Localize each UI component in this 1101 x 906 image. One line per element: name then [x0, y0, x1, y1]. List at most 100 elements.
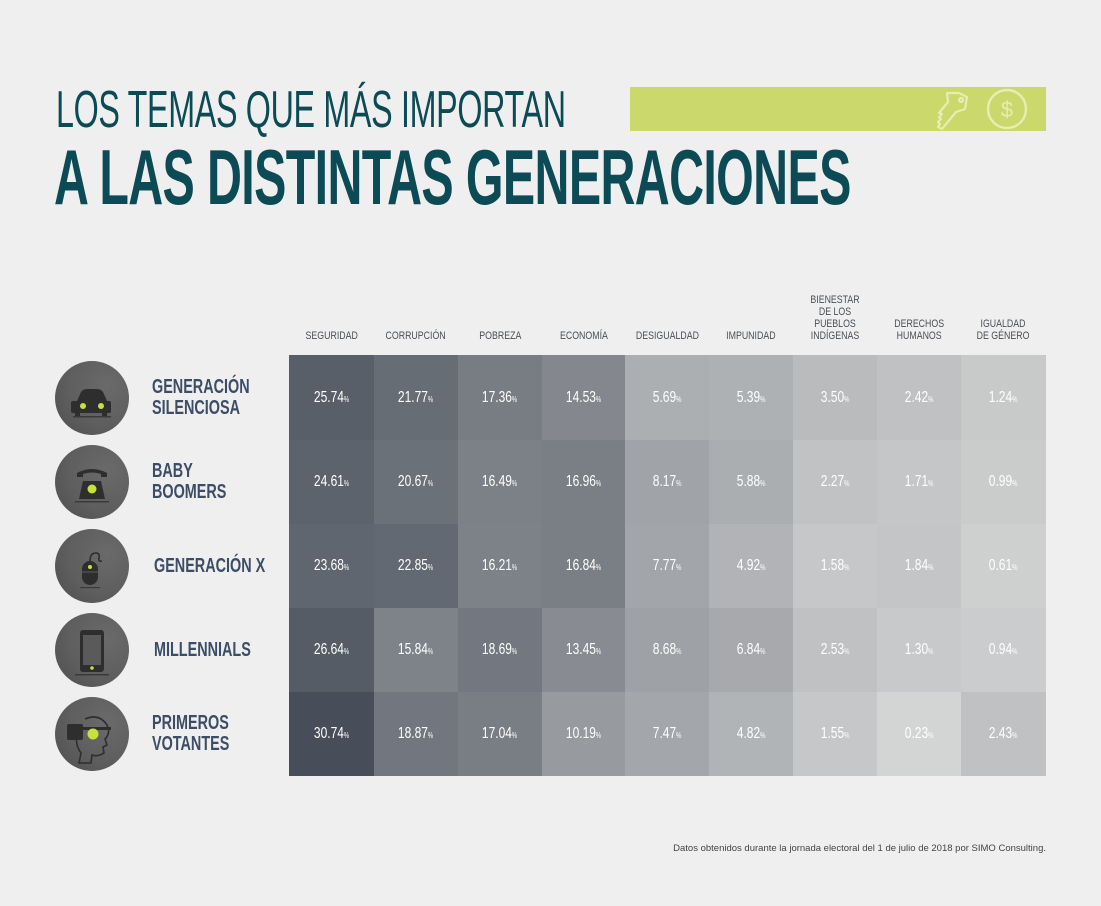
- cell-value-number: 1.71: [904, 473, 928, 490]
- column-header-label: POBREZA: [478, 330, 522, 342]
- cell-value-number: 24.61: [313, 473, 344, 490]
- telephone-icon: [55, 445, 129, 519]
- heatmap-cell: 2.53%: [793, 608, 877, 692]
- cell-value-unit: %: [595, 394, 602, 404]
- cell-value-unit: %: [512, 394, 518, 404]
- heatmap-cell: 2.27%: [793, 440, 877, 524]
- heatmap-cell: 7.77%: [625, 524, 709, 608]
- cell-value-number: 20.67: [398, 473, 429, 490]
- cell-value: 17.04%: [482, 725, 517, 743]
- heatmap-grid: 25.74% 21.77% 17.36% 14.53% 5.69% 5.39% 3.50% 2…: [289, 355, 1046, 776]
- column-header: SEGURIDAD: [289, 290, 374, 342]
- cell-value-unit: %: [1012, 394, 1018, 404]
- heatmap-cell: 1.30%: [877, 608, 961, 692]
- cell-value: 0.23%: [905, 725, 934, 743]
- mouse-icon: [55, 529, 129, 603]
- heatmap-cell: 5.88%: [709, 440, 793, 524]
- cell-value: 0.99%: [989, 473, 1018, 491]
- cell-value-number: 15.84: [398, 641, 429, 658]
- cell-value: 17.36%: [482, 389, 517, 407]
- cell-value-unit: %: [512, 479, 518, 488]
- cell-value: 20.67%: [398, 473, 433, 491]
- vr-headset-icon: [55, 697, 129, 771]
- cell-value-unit: %: [1012, 479, 1018, 488]
- column-header: IGUALDAD DE GÉNERO: [961, 290, 1046, 342]
- cell-value-number: 16.21: [482, 557, 513, 574]
- heatmap-cell: 3.50%: [793, 355, 877, 440]
- heatmap-cell: 26.64%: [289, 608, 374, 692]
- cell-value-number: 25.74: [313, 388, 344, 406]
- cell-value-unit: %: [1012, 563, 1018, 572]
- cell-value-unit: %: [927, 647, 934, 656]
- cell-value: 7.47%: [653, 725, 682, 743]
- column-header-label: BIENESTAR DE LOS PUEBLOS INDÍGENAS: [810, 294, 860, 342]
- cell-value: 21.77%: [398, 389, 433, 407]
- cell-value: 15.84%: [398, 641, 433, 659]
- heatmap-cell: 23.68%: [289, 524, 374, 608]
- cell-value: 4.82%: [737, 725, 766, 743]
- cell-value-unit: %: [428, 731, 434, 740]
- cell-value: 2.42%: [905, 389, 934, 407]
- heatmap-cell: 0.23%: [877, 692, 961, 776]
- cell-value-number: 16.96: [565, 473, 596, 490]
- cell-value-number: 5.88: [736, 473, 760, 490]
- cell-value-unit: %: [927, 731, 934, 740]
- cell-value: 18.87%: [398, 725, 433, 743]
- cell-value-number: 1.30: [904, 641, 928, 658]
- heatmap-cell: 1.58%: [793, 524, 877, 608]
- cell-value-number: 7.77: [652, 557, 676, 574]
- cell-value-unit: %: [343, 394, 350, 404]
- cell-value: 25.74%: [314, 389, 349, 407]
- cell-value: 8.68%: [653, 641, 682, 659]
- heatmap-cell: 8.17%: [625, 440, 709, 524]
- heatmap-cell: 14.53%: [542, 355, 625, 440]
- heatmap-cell: 17.04%: [458, 692, 542, 776]
- cell-value-unit: %: [843, 479, 850, 488]
- cell-value-unit: %: [675, 479, 682, 488]
- column-header: DERECHOS HUMANOS: [877, 290, 961, 342]
- cell-value: 5.88%: [737, 473, 766, 491]
- cell-value: 2.43%: [989, 725, 1018, 743]
- cell-value: 18.69%: [482, 641, 517, 659]
- cell-value: 7.77%: [653, 557, 682, 575]
- cell-value: 3.50%: [821, 389, 850, 407]
- heatmap-cell: 13.45%: [542, 608, 625, 692]
- cell-value-unit: %: [1012, 647, 1018, 656]
- column-header: IMPUNIDAD: [709, 290, 793, 342]
- cell-value-unit: %: [759, 563, 766, 572]
- cell-value-unit: %: [843, 394, 850, 404]
- heatmap-cell: 6.84%: [709, 608, 793, 692]
- cell-value: 22.85%: [398, 557, 433, 575]
- cell-value-number: 14.53: [565, 388, 596, 406]
- cell-value-unit: %: [595, 563, 602, 572]
- cell-value-number: 2.43: [989, 725, 1013, 742]
- cell-value-number: 2.42: [904, 388, 928, 406]
- cell-value-number: 0.94: [989, 641, 1013, 658]
- cell-value: 24.61%: [314, 473, 349, 491]
- heatmap-cell: 16.84%: [542, 524, 625, 608]
- cell-value-number: 23.68: [313, 557, 344, 574]
- column-header-label: CORRUPCIÓN: [385, 330, 447, 342]
- heatmap-cell: 0.61%: [961, 524, 1046, 608]
- heatmap-cell: 1.71%: [877, 440, 961, 524]
- cell-value-unit: %: [759, 731, 766, 740]
- cell-value: 0.61%: [989, 557, 1018, 575]
- column-header: ECONOMÍA: [542, 290, 625, 342]
- title-line-2: A LAS DISTINTAS GENERACIONES: [54, 133, 851, 221]
- cell-value: 1.71%: [905, 473, 934, 491]
- title-banner: $: [630, 87, 1046, 131]
- cell-value-unit: %: [343, 731, 350, 740]
- cell-value-number: 5.39: [736, 388, 760, 406]
- cell-value-unit: %: [428, 647, 434, 656]
- heatmap-cell: 15.84%: [374, 608, 458, 692]
- cell-value-unit: %: [927, 563, 934, 572]
- cell-value: 8.17%: [653, 473, 682, 491]
- cell-value-number: 26.64: [313, 641, 344, 658]
- cell-value-number: 5.69: [652, 388, 676, 406]
- cell-value-number: 8.68: [652, 641, 676, 658]
- svg-text:$: $: [1001, 97, 1013, 122]
- heatmap-cell: 24.61%: [289, 440, 374, 524]
- cell-value-number: 6.84: [736, 641, 760, 658]
- column-header: POBREZA: [458, 290, 542, 342]
- heatmap-cell: 5.39%: [709, 355, 793, 440]
